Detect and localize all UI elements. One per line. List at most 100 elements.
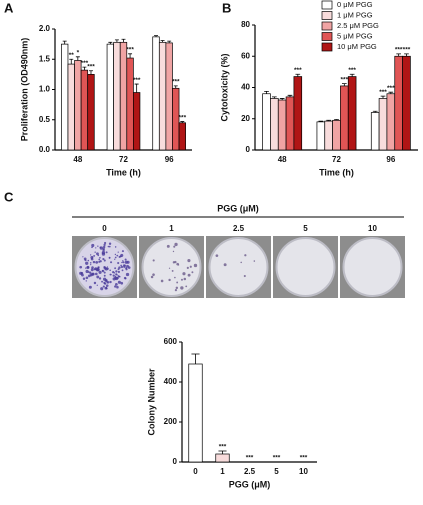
x-tick-label: 48 xyxy=(278,155,287,164)
colony-dot xyxy=(168,267,171,269)
colony-dot xyxy=(118,266,121,269)
y-tick-label: 40 xyxy=(241,83,250,92)
bar xyxy=(285,96,295,151)
colony-dot xyxy=(102,245,106,249)
colony-dot xyxy=(85,269,89,274)
panel-label: A xyxy=(4,0,14,15)
error-bar xyxy=(108,41,113,45)
significance: *** xyxy=(246,455,254,462)
bar xyxy=(61,43,69,151)
colony-dot xyxy=(103,277,107,281)
bar xyxy=(386,93,396,151)
significance: *** xyxy=(273,455,281,462)
error-bar xyxy=(388,91,394,94)
colony-dot xyxy=(95,247,97,249)
error-bar xyxy=(326,119,332,122)
y-tick-label: 20 xyxy=(241,114,250,123)
significance: *** xyxy=(348,67,356,74)
colony-dot xyxy=(240,261,242,264)
bar xyxy=(80,69,89,151)
significance: *** xyxy=(294,67,302,74)
x-tick-label: 0 xyxy=(193,467,198,476)
colony-dot xyxy=(88,285,92,289)
colony-dot xyxy=(96,284,98,286)
colony-dot xyxy=(120,253,124,257)
colony-dot xyxy=(115,270,118,273)
dish xyxy=(208,237,269,297)
dish xyxy=(342,237,403,297)
colony-dot xyxy=(122,261,125,264)
colony-dot xyxy=(215,254,219,258)
bar xyxy=(106,43,114,151)
bar xyxy=(158,41,167,151)
colony-dot xyxy=(116,274,118,276)
colony-dot xyxy=(116,276,119,279)
colony-dot xyxy=(103,241,107,245)
colony-dot xyxy=(110,261,113,264)
colony-dot xyxy=(79,265,83,269)
significance: *** xyxy=(219,444,227,451)
bar xyxy=(347,76,357,151)
colony-dot xyxy=(98,270,102,274)
colony-dot xyxy=(91,266,94,269)
colony-dot xyxy=(117,280,121,284)
y-tick-label: 600 xyxy=(164,337,178,346)
colony-dot xyxy=(102,257,105,261)
error-bar xyxy=(134,83,139,93)
colony-dot xyxy=(150,275,154,279)
colony-dot xyxy=(90,257,94,261)
colony-dot xyxy=(176,281,179,284)
colony-images: 0 1 2.5 5 10 xyxy=(72,224,405,298)
colony-dot xyxy=(125,272,130,277)
colony-dot xyxy=(125,268,128,271)
colony-dot xyxy=(101,269,104,272)
error-bar xyxy=(114,39,119,43)
legend-swatch xyxy=(321,42,333,52)
legend-label: 10 μM PGG xyxy=(337,42,377,51)
bar xyxy=(215,453,230,463)
colony-dot xyxy=(106,281,108,284)
x-axis-label: Time (h) xyxy=(106,167,141,177)
colony-dot xyxy=(117,251,119,253)
colony-dot xyxy=(183,277,187,281)
legend-label: 2.5 μM PGG xyxy=(337,21,379,30)
colony-dot xyxy=(105,251,108,254)
colony-dot xyxy=(107,245,110,248)
colony-dot xyxy=(152,273,155,276)
bar xyxy=(262,93,271,151)
colony-dot xyxy=(152,259,155,262)
y-tick-label: 0.0 xyxy=(39,145,51,154)
colony-dot xyxy=(114,246,117,248)
error-bar xyxy=(295,73,301,77)
colony-dot xyxy=(244,254,247,257)
colony-label: 10 xyxy=(368,224,377,233)
y-axis-label: Colony Number xyxy=(146,368,156,436)
colony-dot xyxy=(97,245,99,247)
colony-dot xyxy=(117,261,120,265)
colony-dot xyxy=(108,256,111,259)
colony-dot xyxy=(121,250,124,253)
colony-dot xyxy=(124,277,127,280)
bar xyxy=(340,85,349,151)
bar xyxy=(370,112,380,151)
colony-dot xyxy=(117,270,121,273)
error-bar xyxy=(264,91,269,94)
colony-dot xyxy=(118,276,120,278)
dish xyxy=(141,237,202,297)
error-bar xyxy=(160,40,165,43)
colony-dot xyxy=(108,242,112,245)
colony-dot xyxy=(103,259,106,262)
legend-swatch xyxy=(321,11,333,20)
colony-dot xyxy=(174,276,176,279)
colony-dot xyxy=(124,260,128,264)
colony-dot xyxy=(93,281,97,285)
colony-dot xyxy=(121,269,124,272)
x-tick-label: 72 xyxy=(119,155,128,164)
legend-label: 1 μM PGG xyxy=(337,10,373,19)
colony-dot xyxy=(160,279,164,283)
y-tick-label: 1.5 xyxy=(39,54,51,63)
error-bar xyxy=(380,95,386,99)
colony-dot xyxy=(86,266,90,269)
colony-dot xyxy=(81,272,83,274)
legend-swatch xyxy=(321,32,333,41)
